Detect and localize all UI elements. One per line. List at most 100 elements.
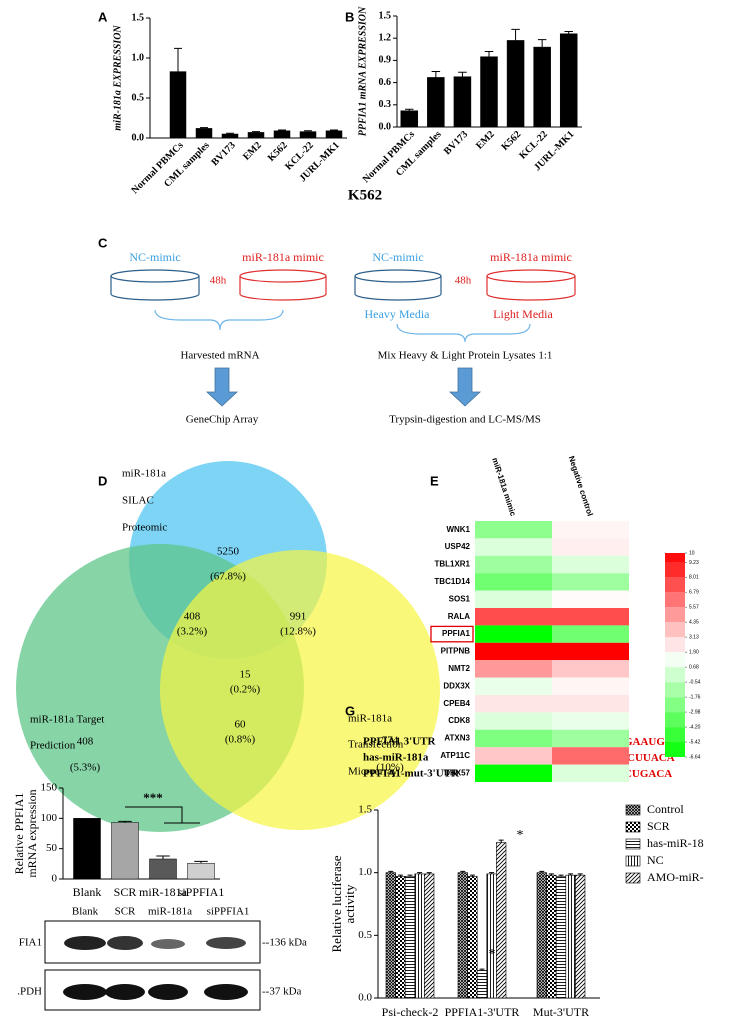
venn-label: Prediction <box>30 740 76 752</box>
venn-label: (10%) <box>376 762 404 774</box>
venn-label: 15 <box>240 669 252 681</box>
venn-label: 408 <box>77 736 94 748</box>
y-tick-label: 1.5 <box>358 804 372 816</box>
error-bar <box>537 39 547 48</box>
error-bar <box>484 51 494 57</box>
y-tick-label: 1.0 <box>132 52 145 63</box>
y-tick-label: 1.5 <box>379 10 392 21</box>
venn-label: Microarray <box>348 766 398 778</box>
colorbar-label: -0.54 <box>689 680 701 686</box>
colorbar-label: 9.23 <box>689 560 699 566</box>
venn-label: 60 <box>235 719 247 731</box>
bar <box>559 33 578 128</box>
label: NC-mimic <box>129 250 180 264</box>
legend-swatch <box>625 821 641 833</box>
y-axis-label: activity <box>342 884 357 923</box>
y-tick-label: 1.0 <box>358 866 372 878</box>
error-bar <box>388 870 394 873</box>
band-size: --136 kDa <box>262 937 307 949</box>
colorbar-block <box>665 622 685 638</box>
x-tick-label: siPPFIA1 <box>178 885 225 899</box>
annotation: * <box>489 947 496 962</box>
title: K562 <box>348 187 382 203</box>
legend-swatch <box>625 872 641 884</box>
label: GeneChip Array <box>186 414 259 426</box>
workflow: C <box>98 235 576 407</box>
venn-label: (12.8%) <box>280 626 316 638</box>
error-bar <box>174 47 182 72</box>
bar <box>325 130 343 139</box>
error-bar <box>426 872 432 874</box>
blot-labels: Blank SCR miR-181a siPPFIA1 FIA1 --136 kDa .PD… <box>17 906 307 998</box>
colorbar-block <box>665 562 685 578</box>
y-axis-label: PPFIA1 mRNA EXPRESSION <box>357 6 368 136</box>
y-tick-label: 50 <box>46 842 58 854</box>
venn-label: miR-181a <box>348 713 392 725</box>
error-bar <box>458 71 467 77</box>
colorbar-block <box>665 727 685 743</box>
band-name: .PDH <box>17 986 42 998</box>
panel-label: C <box>98 235 108 250</box>
error-bar <box>577 873 583 876</box>
x-tick-label: Mut-3'UTR <box>533 1005 589 1019</box>
panel-label: G <box>345 703 355 718</box>
heat-cell <box>475 677 552 695</box>
error-bar <box>417 872 423 874</box>
venn-label: 774 <box>382 735 399 747</box>
western-blot <box>44 920 261 1011</box>
legend-label: Control <box>647 802 684 816</box>
band-name: FIA1 <box>19 937 42 949</box>
error-bar <box>156 855 170 859</box>
label: miR-181a mimic <box>490 250 572 264</box>
colorbar-block <box>665 667 685 683</box>
y-tick-label: 150 <box>41 782 58 794</box>
heat-cell <box>552 625 629 643</box>
heat-cell <box>475 660 552 678</box>
seed-site: ACUGACA <box>616 768 672 780</box>
error-bar <box>460 870 466 873</box>
y-tick-label: 0.0 <box>132 132 145 143</box>
heat-cell <box>552 695 629 713</box>
heat-cell <box>552 521 629 539</box>
row-label: TBC1D14 <box>434 577 470 586</box>
y-axis-label: miR-181a EXPRESSION <box>112 25 123 131</box>
error-bar <box>405 108 414 111</box>
venn-label: 5250 <box>217 546 240 558</box>
heat-cell <box>475 625 552 643</box>
bar <box>555 876 567 999</box>
error-bar <box>431 71 441 78</box>
bar <box>467 876 478 999</box>
heat-cell <box>475 712 552 730</box>
heat-cell <box>552 642 629 661</box>
colorbar-label: 1.90 <box>689 650 699 656</box>
seq-name: PPFIA1 3'UTR <box>363 736 436 748</box>
row-label: SOS1 <box>449 594 471 603</box>
y-tick-label: 0.3 <box>379 99 392 110</box>
x-tick-label: BV173 <box>442 129 470 157</box>
legend-label: AMO-miR- <box>647 870 704 884</box>
bar <box>273 130 291 139</box>
venn-label: miR-181a <box>122 468 166 480</box>
error-bar <box>564 31 573 34</box>
y-tick-label: 1.5 <box>132 12 145 23</box>
legend-label: has-miR-18 <box>647 836 704 850</box>
lane-label: siPPFIA1 <box>207 906 250 918</box>
panel-label: D <box>98 473 107 488</box>
heat-cell <box>475 747 552 765</box>
row-label: ATP11C <box>440 751 470 760</box>
label: Harvested mRNA <box>180 350 259 362</box>
panel-label: E <box>430 473 439 488</box>
x-tick-label: PPFIA1-3'UTR <box>445 1005 520 1019</box>
heat-cell <box>552 538 629 556</box>
panel-label: B <box>345 9 354 24</box>
bar <box>457 872 468 999</box>
error-bar <box>548 873 554 876</box>
x-tick-label: EM2 <box>241 140 264 163</box>
bar <box>400 110 419 128</box>
colorbar-label: -4.20 <box>689 724 701 730</box>
colorbar-label: 10 <box>689 550 695 556</box>
lane-label: Blank <box>72 906 99 918</box>
heat-cell <box>475 764 552 782</box>
label: Trypsin-digestion and LC-MS/MS <box>389 414 541 426</box>
